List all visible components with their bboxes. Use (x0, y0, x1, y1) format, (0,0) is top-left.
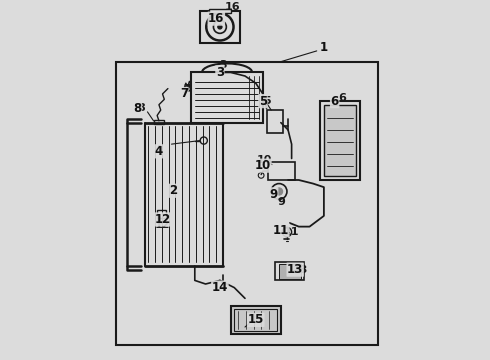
Text: 8: 8 (133, 102, 142, 115)
Text: 7: 7 (184, 84, 192, 94)
Bar (153, 120, 164, 125)
Text: 10: 10 (257, 155, 272, 165)
Bar (234, 309, 277, 330)
Text: 8: 8 (137, 103, 145, 113)
Text: 15: 15 (248, 315, 264, 325)
Circle shape (275, 188, 283, 195)
Text: 15: 15 (247, 313, 264, 327)
Circle shape (206, 13, 234, 41)
Text: 4: 4 (155, 145, 163, 158)
Circle shape (282, 228, 292, 237)
Text: 14: 14 (212, 281, 228, 294)
Circle shape (258, 172, 264, 178)
Text: 11: 11 (273, 224, 289, 237)
Text: 5: 5 (259, 95, 267, 108)
Text: 12: 12 (155, 220, 170, 230)
Bar (191, 72, 263, 123)
Text: 6: 6 (331, 95, 339, 108)
Bar (157, 211, 166, 218)
Circle shape (218, 25, 222, 29)
Text: 2: 2 (170, 186, 177, 196)
Text: 13: 13 (293, 265, 308, 275)
Text: 16: 16 (224, 2, 240, 12)
Text: 9: 9 (270, 188, 278, 201)
Bar (275, 262, 304, 280)
Circle shape (200, 137, 207, 144)
Circle shape (214, 21, 226, 33)
Text: 3: 3 (216, 66, 224, 79)
Text: 3: 3 (220, 60, 227, 70)
Text: 2: 2 (169, 184, 177, 197)
Circle shape (185, 86, 191, 91)
Bar (231, 306, 281, 334)
Bar (320, 101, 360, 180)
Text: 1: 1 (320, 42, 328, 52)
Bar (267, 110, 283, 134)
Text: 7: 7 (180, 87, 188, 100)
Text: 9: 9 (277, 197, 285, 207)
Text: 4: 4 (155, 144, 163, 154)
Bar (116, 62, 378, 345)
Text: 6: 6 (338, 93, 346, 103)
Text: 14: 14 (212, 283, 228, 293)
Text: 10: 10 (255, 159, 271, 172)
Text: 16: 16 (208, 12, 224, 25)
Bar (209, 9, 231, 13)
Circle shape (271, 184, 287, 199)
Bar (269, 162, 295, 180)
Text: 13: 13 (287, 263, 303, 276)
Text: 12: 12 (154, 213, 171, 226)
Text: 11: 11 (284, 227, 299, 237)
Bar (279, 264, 300, 279)
Text: 5: 5 (263, 96, 270, 106)
Bar (200, 11, 240, 43)
Text: 1: 1 (320, 41, 328, 54)
Bar (324, 105, 356, 176)
